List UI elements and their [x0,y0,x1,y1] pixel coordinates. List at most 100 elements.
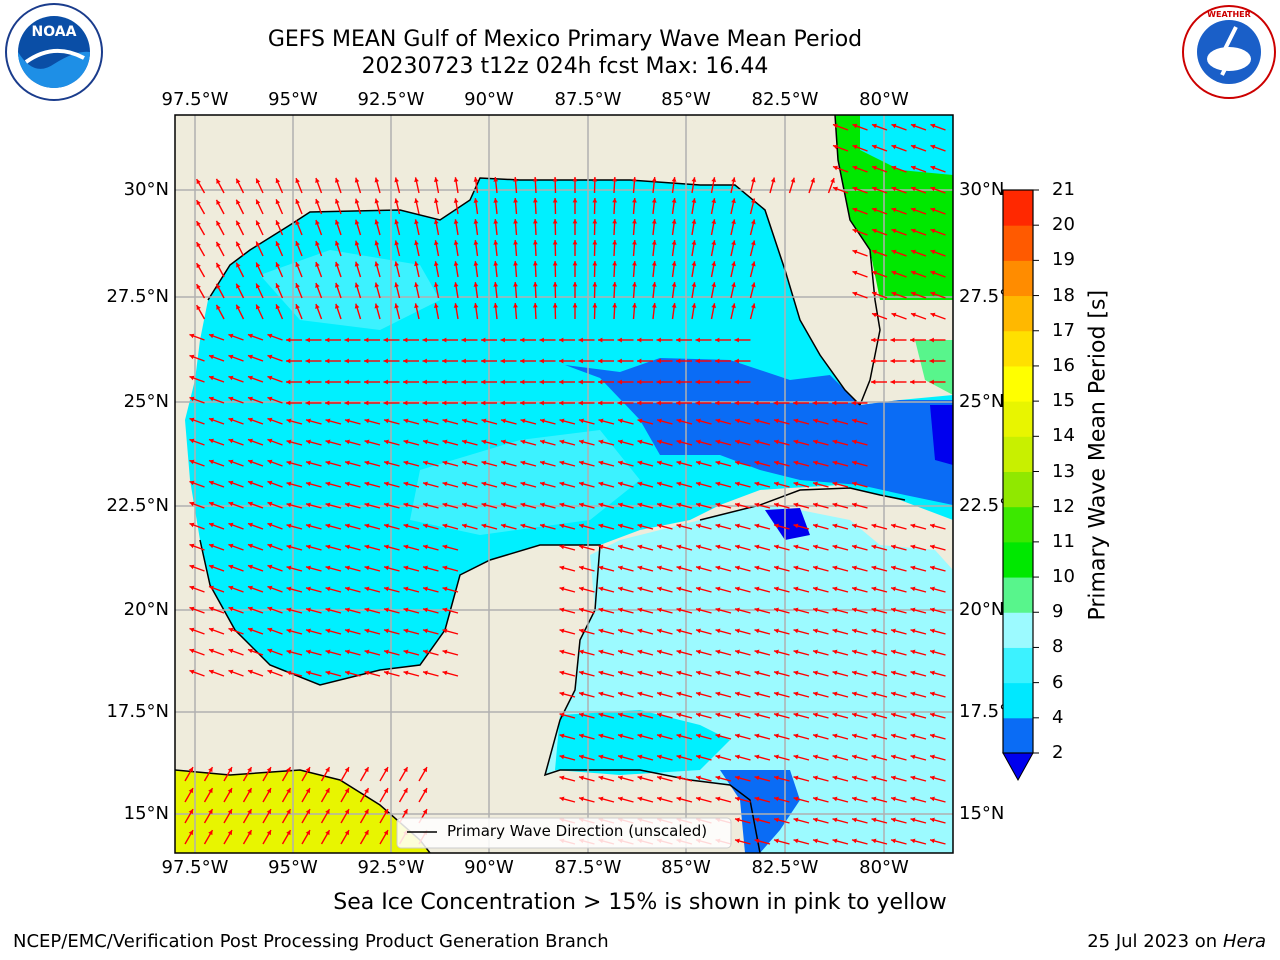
wave-arrow-head [754,502,760,508]
wave-arrow-head [812,400,817,406]
wave-arrow-head [891,649,896,655]
wave-arrow-head [618,523,623,529]
wave-arrow-head [774,418,779,424]
wave-arrow-head [598,379,603,385]
wave-arrow-head [598,400,603,406]
wave-arrow-head [696,649,701,655]
wave-arrow-head [871,628,877,634]
wave-arrow-head [891,523,896,529]
wave-arrow-head [344,788,349,794]
wave-arrow-head [228,585,234,591]
wave-arrow-head [711,303,717,309]
wave-arrow-head [559,439,565,445]
wave-arrow-head [637,628,643,634]
wave-arrow-head [735,460,740,466]
wave-arrow-head [852,796,857,802]
wave-arrow-head [637,691,643,697]
wave-arrow-head [315,303,320,309]
wave-arrow-head [493,282,499,287]
wave-arrow-head [383,337,388,343]
wave-arrow-head [501,460,506,466]
wave-arrow-head [676,460,682,466]
wave-arrow-head [286,767,291,773]
wave-arrow-head [364,809,369,815]
wave-arrow-head [715,523,721,529]
wave-arrow-head [754,733,760,739]
wave-arrow-head [345,649,350,655]
wave-arrow-head [325,337,330,343]
wave-arrow-head [910,228,916,234]
wave-arrow-head [793,712,799,718]
wave-arrow-head [462,523,467,529]
wave-arrow-head [774,460,779,466]
wave-arrow-head [592,303,598,308]
wave-arrow-head [891,817,896,823]
wave-arrow-head [255,178,261,184]
wave-arrow-head [735,796,740,802]
wave-arrow-head [442,670,448,676]
wave-arrow-head [754,670,760,676]
wave-arrow-head [208,396,214,402]
wave-arrow-head [306,544,311,550]
wave-arrow-head [196,242,201,248]
colorbar-tick-label: 13 [1052,460,1075,482]
wave-arrow-head [715,733,721,739]
wave-arrow-head [540,460,545,466]
wave-arrow-head [657,733,662,739]
wave-arrow-head [306,502,311,508]
wave-arrow-head [422,358,427,364]
wave-arrow-head [891,228,897,234]
wave-arrow-head [691,219,697,224]
wave-arrow-head [354,303,360,309]
wave-arrow-head [651,303,657,308]
wave-arrow-head [676,733,682,739]
wave-arrow-head [305,830,310,836]
wave-arrow-head [306,418,311,424]
colorbar-segment [1003,190,1033,226]
wave-arrow-head [236,241,241,247]
wave-arrow-head [813,460,818,466]
atlantic-zone-9 [915,340,953,395]
wave-arrow-head [676,565,682,571]
wave-arrow-head [871,291,877,297]
wave-arrow-head [891,712,896,718]
wave-arrow-head [267,333,273,339]
wave-arrow-head [871,207,877,213]
wave-arrow-head [236,178,241,184]
wave-arrow-head [384,670,389,676]
wave-arrow-head [325,830,330,836]
wave-arrow-head [754,628,760,634]
wave-arrow-head [618,670,623,676]
lon-label-top: 90°W [464,89,514,110]
wave-arrow-head [423,418,428,424]
wave-arrow-head [422,767,427,773]
wave-arrow-head [422,337,427,343]
wave-arrow-head [325,767,330,773]
wave-arrow-head [711,261,717,267]
wave-arrow-head [481,523,487,529]
wave-arrow-head [247,375,253,381]
wave-arrow-head [871,249,877,255]
wave-arrow-head [612,177,618,182]
wave-arrow-head [227,830,232,836]
wave-arrow-head [442,586,448,592]
wave-arrow-head [267,585,273,591]
wave-arrow-head [579,607,584,613]
wave-arrow-head [403,337,408,343]
wave-arrow-head [617,358,622,364]
wave-arrow-head [637,400,642,406]
wave-arrow-head [930,712,935,718]
wave-arrow-head [657,796,662,802]
wave-arrow-head [676,337,681,343]
wave-arrow-head [871,712,877,718]
wave-arrow-head [461,337,466,343]
wave-arrow-head [637,670,643,676]
wave-arrow-head [696,544,701,550]
wave-arrow-head [403,400,408,406]
wave-arrow-head [890,358,895,364]
wave-arrow-head [754,439,760,445]
wave-arrow-head [656,337,661,343]
wave-arrow-head [676,607,682,613]
wave-arrow-head [335,240,340,246]
wave-arrow-head [691,282,697,287]
